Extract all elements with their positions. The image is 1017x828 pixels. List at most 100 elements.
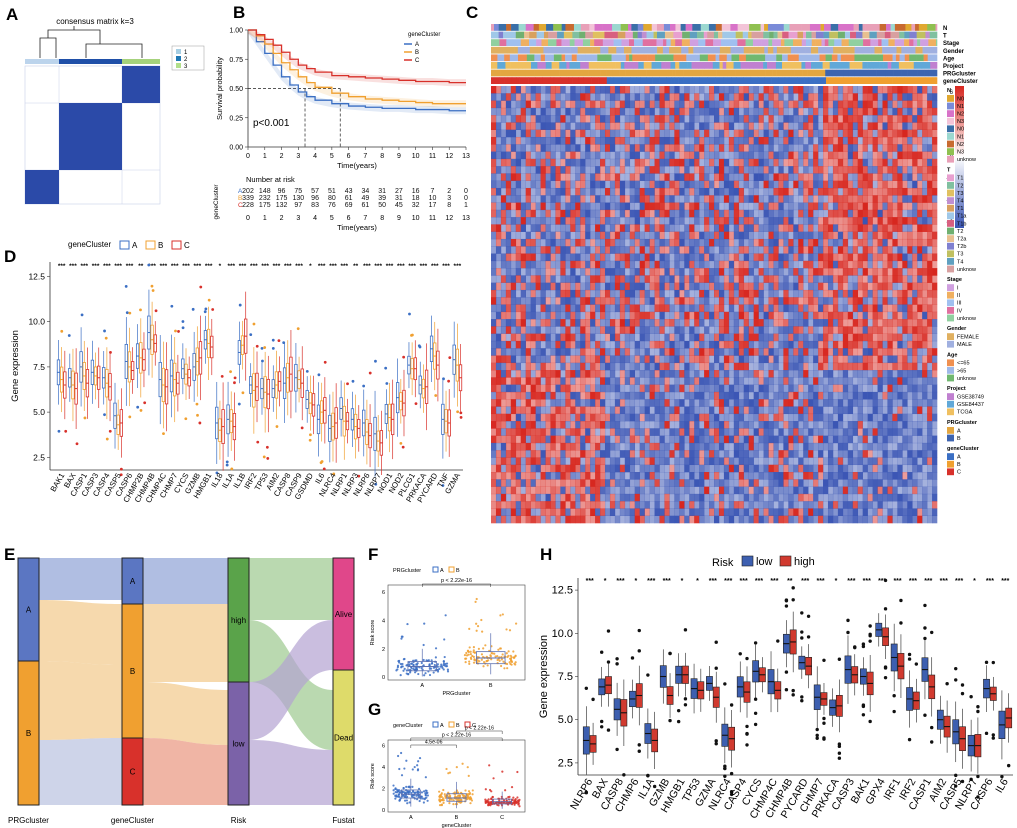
annotation-cell-Age	[585, 54, 593, 62]
heat-cell	[867, 413, 873, 422]
heat-cell	[515, 86, 522, 94]
heat-cell	[857, 311, 863, 320]
annotation-cell-PRGcluster	[741, 69, 747, 77]
annotation-cell-N	[898, 24, 906, 31]
heat-cell	[614, 238, 621, 247]
annotation-cell-Gender	[608, 46, 617, 54]
heat-cell	[768, 362, 774, 371]
heat-cell	[922, 348, 928, 356]
annotation-cell-T	[498, 31, 504, 39]
heat-cell	[684, 100, 690, 109]
annotation-cell-N	[865, 24, 873, 31]
heat-cell	[649, 187, 655, 196]
heat-cell	[699, 253, 705, 262]
annotation-cell-Age	[776, 54, 783, 62]
heat-cell	[902, 93, 908, 101]
annotation-cell-Age	[565, 54, 573, 62]
heat-cell	[649, 384, 655, 393]
heat-cell	[827, 319, 834, 327]
heat-cell	[545, 326, 551, 334]
heat-cell	[882, 151, 888, 160]
heat-cell	[823, 136, 829, 145]
heat-cell	[609, 326, 616, 334]
heat-cell	[827, 355, 834, 364]
heat-cell	[664, 384, 670, 393]
heat-cell	[808, 421, 814, 429]
annotation-cell-Gender	[915, 46, 923, 54]
x-tick-label: 6	[347, 153, 351, 160]
heat-cell	[604, 319, 611, 327]
heat-cell	[619, 413, 626, 422]
heat-cell	[500, 195, 507, 203]
annotation-cell-Age	[899, 54, 906, 62]
heat-cell	[555, 428, 561, 436]
heat-cell	[639, 246, 645, 254]
heat-cell	[852, 93, 859, 101]
heat-cell	[783, 246, 789, 254]
heat-cell	[862, 260, 868, 269]
annotation-cell-Gender	[543, 46, 549, 54]
heat-cell	[659, 289, 665, 298]
heat-cell	[535, 246, 541, 254]
risk-x-tick-label: 6	[347, 215, 351, 222]
heat-cell	[768, 122, 774, 130]
heat-cell	[832, 202, 839, 211]
heat-cell	[510, 100, 517, 109]
annotation-cell-T	[751, 31, 760, 39]
heat-cell	[555, 333, 561, 342]
annotation-cell-N	[602, 24, 607, 31]
heat-cell	[768, 297, 774, 305]
heat-cell	[530, 377, 536, 385]
heat-cell	[808, 158, 814, 167]
heat-cell	[892, 151, 898, 160]
heat-cell	[619, 173, 626, 181]
heat-cell	[495, 391, 502, 400]
annotation-cell-Project	[654, 62, 662, 69]
heat-cell	[709, 319, 715, 327]
heat-cell	[852, 151, 859, 160]
heat-cell	[882, 391, 888, 400]
annotation-cell-Project	[898, 62, 908, 69]
heat-cell	[629, 362, 636, 371]
heat-cell	[733, 297, 740, 305]
heat-cell	[892, 187, 898, 196]
heat-cell	[709, 136, 715, 145]
heat-cell	[912, 217, 918, 225]
annotation-cell-Stage	[780, 39, 785, 46]
heat-cell	[867, 129, 873, 138]
heat-cell	[644, 297, 650, 305]
annotation-cell-N	[606, 24, 613, 31]
heat-cell	[654, 144, 660, 152]
heat-cell	[768, 129, 774, 138]
heat-cell	[748, 370, 754, 378]
heat-cell	[867, 319, 873, 327]
heat-cell	[674, 209, 680, 218]
heat-cell	[709, 166, 715, 174]
heat-cell	[887, 275, 893, 283]
heat-cell	[520, 355, 526, 364]
heat-cell	[837, 93, 844, 101]
heat-cell	[495, 421, 502, 429]
heat-cell	[793, 173, 799, 181]
heat-cell	[510, 260, 517, 269]
annotation-cell-Age	[625, 54, 630, 62]
heat-cell	[738, 115, 745, 123]
heat-cell	[624, 209, 631, 218]
heat-cell	[842, 340, 849, 349]
heat-cell	[852, 275, 859, 283]
heat-cell	[823, 144, 829, 152]
annotation-cell-Project	[633, 62, 639, 69]
heat-cell	[515, 151, 522, 160]
heat-cell	[714, 231, 720, 240]
heat-cell	[560, 384, 566, 393]
heat-cell	[808, 209, 814, 218]
annotation-cell-geneCluster	[850, 77, 859, 84]
heat-cell	[704, 93, 710, 101]
km-curve-C	[248, 29, 466, 84]
heat-cell	[788, 115, 794, 123]
annotation-cell-PRGcluster	[619, 69, 626, 77]
heat-cell	[694, 311, 700, 320]
heat-cell	[525, 289, 531, 298]
heat-cell	[832, 158, 839, 167]
heat-cell	[580, 377, 586, 385]
